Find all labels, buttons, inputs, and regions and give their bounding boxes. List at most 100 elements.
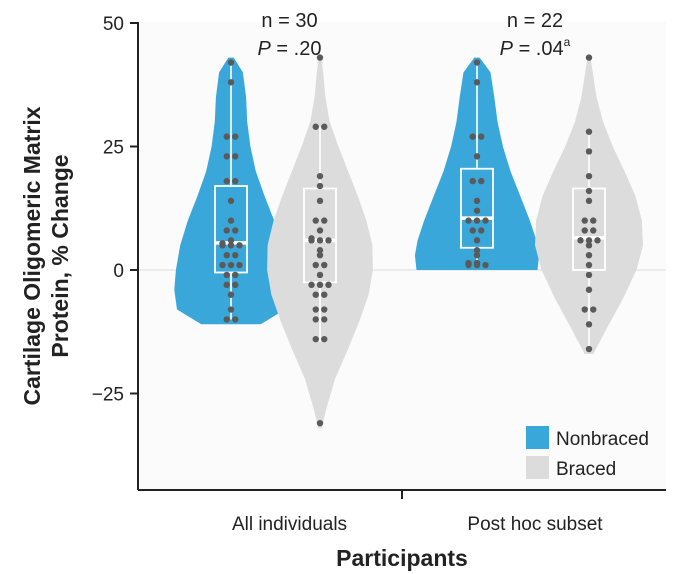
box-iqr <box>214 185 248 274</box>
data-point <box>469 133 476 140</box>
data-point <box>594 237 601 244</box>
data-point <box>232 271 239 279</box>
data-point <box>325 281 332 289</box>
data-point <box>223 133 230 140</box>
data-point <box>232 316 239 323</box>
data-point <box>316 182 324 190</box>
data-point <box>312 291 319 298</box>
y-tick-label: 50 <box>103 14 124 35</box>
data-point <box>236 261 243 269</box>
data-point <box>581 227 588 234</box>
violin-nonbraced-1 <box>174 57 288 325</box>
data-point <box>232 153 239 160</box>
data-point <box>465 259 472 267</box>
data-point <box>223 227 230 234</box>
group-annotations: n = 30 P = .20 n = 22 P = .04a <box>258 10 571 60</box>
data-point <box>312 316 319 323</box>
y-ticks: 50 25 0 −25 <box>92 14 138 406</box>
data-point <box>321 316 328 323</box>
data-point <box>590 227 597 234</box>
data-point <box>316 197 324 205</box>
data-point <box>585 54 593 61</box>
point-layer <box>219 54 601 427</box>
data-point <box>585 197 593 205</box>
data-point <box>325 237 332 244</box>
p-value-label: P = .20 <box>258 38 322 60</box>
data-point <box>316 251 324 259</box>
data-point <box>585 271 593 279</box>
data-point <box>312 123 319 130</box>
data-point <box>316 54 324 61</box>
data-point <box>227 197 235 205</box>
data-point <box>478 227 485 234</box>
data-point <box>473 79 481 86</box>
legend-label-braced: Braced <box>556 459 616 480</box>
data-point <box>585 251 593 259</box>
data-point <box>227 291 235 298</box>
data-point <box>585 148 593 155</box>
data-point <box>227 242 235 249</box>
data-point <box>316 237 324 244</box>
y-tick-label: 25 <box>103 138 124 159</box>
data-point <box>232 177 239 185</box>
data-point <box>232 227 239 234</box>
data-point <box>308 235 315 242</box>
legend-swatch-nonbraced <box>526 426 549 449</box>
data-point <box>316 247 324 254</box>
data-point <box>585 321 593 328</box>
data-point <box>473 153 481 160</box>
data-point <box>321 261 328 269</box>
data-point <box>473 251 481 259</box>
data-point <box>312 261 319 269</box>
data-point <box>232 133 239 140</box>
data-point <box>577 237 584 244</box>
data-point <box>223 177 230 185</box>
legend: Nonbraced Braced <box>526 426 649 480</box>
data-point <box>223 271 230 279</box>
data-point <box>585 172 593 180</box>
data-point <box>585 128 593 135</box>
data-point <box>223 316 230 323</box>
data-point <box>465 217 472 224</box>
p-superscript: a <box>564 35 571 49</box>
p-value: = .04 <box>513 38 564 60</box>
data-point <box>585 286 593 293</box>
data-point <box>227 237 235 244</box>
x-axis-title: Participants <box>336 545 468 571</box>
data-point <box>585 187 593 195</box>
x-ticks: All individuals Post hoc subset <box>232 514 603 535</box>
data-point <box>469 227 476 234</box>
data-point <box>312 335 319 343</box>
data-point <box>223 281 230 289</box>
p-value: = .20 <box>271 38 322 60</box>
data-point <box>581 306 588 313</box>
data-point <box>219 240 226 247</box>
p-value-label: P = .04a <box>500 35 571 60</box>
data-point <box>469 177 476 185</box>
p-symbol: P <box>258 38 272 60</box>
data-point <box>316 227 324 234</box>
data-point <box>585 242 593 249</box>
data-point <box>312 306 319 313</box>
data-point <box>473 197 481 205</box>
data-point <box>321 291 328 298</box>
data-point <box>227 217 235 224</box>
legend-swatch-braced <box>526 456 549 479</box>
data-point <box>478 133 485 140</box>
data-point <box>482 217 489 224</box>
data-point <box>316 172 324 180</box>
p-symbol: P <box>500 38 514 60</box>
data-point <box>590 306 597 313</box>
y-tick-label: 0 <box>113 261 124 282</box>
data-point <box>316 419 324 427</box>
violin-braced-2 <box>535 55 643 354</box>
x-tick-label: All individuals <box>232 514 347 535</box>
data-point <box>473 237 481 244</box>
data-point <box>232 281 239 289</box>
data-point <box>223 251 230 259</box>
data-point <box>227 261 235 269</box>
data-point <box>308 281 315 289</box>
data-point <box>227 59 235 66</box>
y-tick-label: −25 <box>92 385 124 406</box>
